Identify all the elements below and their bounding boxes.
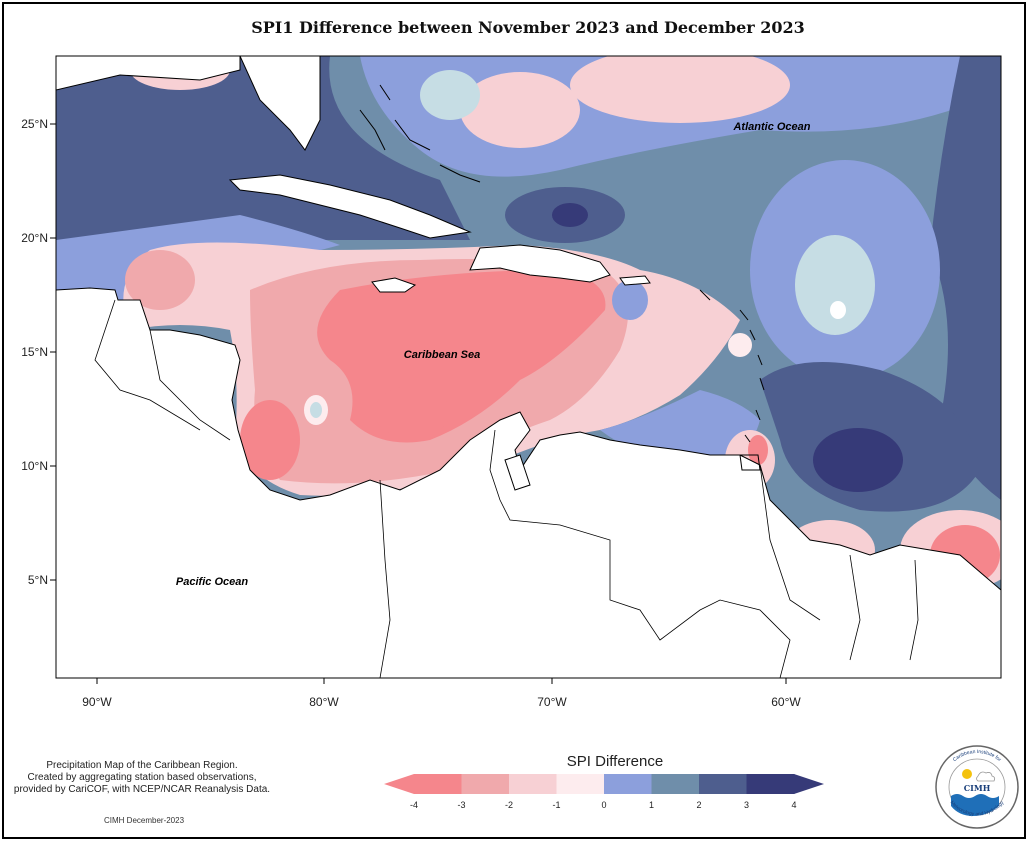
- legend-tick-label: -4: [410, 800, 418, 810]
- legend-swatch: [699, 774, 747, 794]
- legend-swatch: [461, 774, 510, 794]
- legend: SPI Difference -4 -3 -2 -1 0 1 2 3 4: [384, 753, 824, 810]
- region-darkest-1: [552, 203, 588, 227]
- sun-icon: [962, 769, 972, 779]
- lon-tick: 70°W: [537, 695, 567, 709]
- lon-axis: 90°W 80°W 70°W 60°W: [82, 678, 801, 709]
- legend-title: SPI Difference: [567, 753, 663, 770]
- region-antilles-white: [728, 333, 752, 357]
- legend-swatch: [604, 774, 652, 794]
- legend-ticks: -4 -3 -2 -1 0 1 2 3 4: [410, 800, 797, 810]
- legend-swatch: [556, 774, 605, 794]
- lat-tick: 20°N: [21, 231, 48, 245]
- gulf-coast: [56, 56, 241, 91]
- bahamas: [359, 84, 481, 183]
- credit-text: CIMH December-2023: [104, 816, 185, 825]
- legend-tick-label: -2: [505, 800, 513, 810]
- note-line: provided by CariCOF, with NCEP/NCAR Rean…: [13, 784, 271, 795]
- florida: [239, 56, 321, 151]
- legend-tick-label: -3: [457, 800, 465, 810]
- lon-tick: 80°W: [309, 695, 339, 709]
- legend-arrow-high: [794, 774, 824, 794]
- cuba: [228, 174, 472, 239]
- notes: Precipitation Map of the Caribbean Regio…: [0, 760, 284, 796]
- legend-tick-label: 3: [744, 800, 749, 810]
- legend-tick-label: -1: [552, 800, 560, 810]
- legend-swatch: [414, 774, 462, 794]
- lesser-antilles: [699, 289, 765, 471]
- region-top-light: [420, 70, 480, 120]
- legend-swatch: [651, 774, 700, 794]
- region-caribbean-core: [374, 386, 450, 438]
- region-top-pink-2: [570, 56, 790, 123]
- legend-tick-label: 4: [791, 800, 796, 810]
- lat-axis: 25°N 20°N 15°N 10°N 5°N: [21, 117, 56, 587]
- lat-tick: 5°N: [28, 573, 48, 587]
- islands: [56, 56, 651, 491]
- label-atlantic: Atlantic Ocean: [732, 121, 810, 133]
- cloud-icon: [976, 771, 996, 782]
- lat-tick: 15°N: [21, 345, 48, 359]
- note-line: Created by aggregating station based obs…: [27, 772, 257, 783]
- logo-name: CIMH: [964, 783, 991, 793]
- legend-tick-label: 1: [649, 800, 654, 810]
- legend-swatch: [509, 774, 557, 794]
- region-east-dark: [930, 56, 1001, 500]
- label-caribbean: Caribbean Sea: [404, 349, 480, 361]
- region-trinidad-red: [748, 435, 768, 465]
- note-line: Precipitation Map of the Caribbean Regio…: [46, 760, 238, 771]
- region-top-pink-1: [460, 72, 580, 148]
- legend-arrow-low: [384, 774, 414, 794]
- region-panama-red: [240, 400, 300, 480]
- puerto-rico: [619, 275, 651, 286]
- hispaniola: [469, 244, 611, 283]
- region-east-light: [795, 235, 875, 335]
- region-darkest-2: [813, 428, 903, 492]
- jamaica: [371, 277, 417, 293]
- region-pr-blue: [612, 280, 648, 320]
- lon-tick: 90°W: [82, 695, 112, 709]
- region-belize-pink: [125, 250, 195, 310]
- label-pacific: Pacific Ocean: [176, 576, 248, 588]
- legend-colorbar: [384, 774, 824, 794]
- lat-tick: 25°N: [21, 117, 48, 131]
- spi-field: [56, 56, 1001, 678]
- cimh-logo: CIMH Caribbean Institute for Meteorology…: [935, 745, 1019, 829]
- legend-tick-label: 0: [601, 800, 606, 810]
- wave-icon: [951, 794, 999, 816]
- lon-tick: 60°W: [771, 695, 801, 709]
- lat-tick: 10°N: [21, 459, 48, 473]
- region-small-light: [310, 402, 322, 418]
- maracaibo: [504, 454, 531, 491]
- legend-swatch: [746, 774, 795, 794]
- map-border: [55, 55, 1002, 679]
- region-east-white: [830, 301, 846, 319]
- legend-tick-label: 2: [696, 800, 701, 810]
- map-title: SPI1 Difference between November 2023 an…: [251, 18, 805, 37]
- borders: [94, 299, 919, 678]
